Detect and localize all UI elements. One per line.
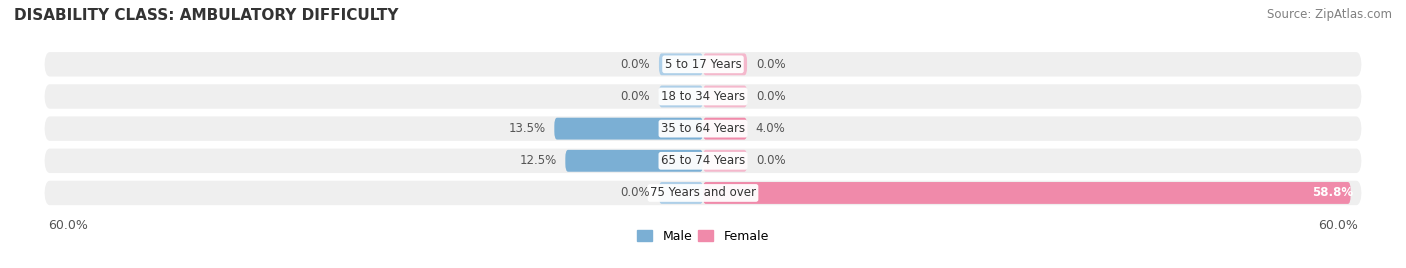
FancyBboxPatch shape <box>45 148 1361 173</box>
FancyBboxPatch shape <box>703 53 747 75</box>
Text: 13.5%: 13.5% <box>509 122 546 135</box>
Text: 0.0%: 0.0% <box>620 187 650 199</box>
FancyBboxPatch shape <box>659 182 703 204</box>
Text: 4.0%: 4.0% <box>756 122 786 135</box>
Text: 60.0%: 60.0% <box>1319 219 1358 232</box>
FancyBboxPatch shape <box>45 84 1361 109</box>
Text: 0.0%: 0.0% <box>756 58 786 71</box>
FancyBboxPatch shape <box>659 53 703 75</box>
Text: DISABILITY CLASS: AMBULATORY DIFFICULTY: DISABILITY CLASS: AMBULATORY DIFFICULTY <box>14 8 398 23</box>
FancyBboxPatch shape <box>703 118 747 140</box>
Text: 0.0%: 0.0% <box>756 90 786 103</box>
FancyBboxPatch shape <box>703 85 747 107</box>
Text: 58.8%: 58.8% <box>1312 187 1353 199</box>
Text: 5 to 17 Years: 5 to 17 Years <box>665 58 741 71</box>
Text: 60.0%: 60.0% <box>48 219 87 232</box>
Text: 35 to 64 Years: 35 to 64 Years <box>661 122 745 135</box>
FancyBboxPatch shape <box>659 85 703 107</box>
FancyBboxPatch shape <box>703 150 747 172</box>
FancyBboxPatch shape <box>554 118 703 140</box>
Text: 0.0%: 0.0% <box>620 90 650 103</box>
Legend: Male, Female: Male, Female <box>633 225 773 248</box>
Text: 12.5%: 12.5% <box>519 154 557 167</box>
Text: Source: ZipAtlas.com: Source: ZipAtlas.com <box>1267 8 1392 21</box>
Text: 0.0%: 0.0% <box>620 58 650 71</box>
FancyBboxPatch shape <box>45 52 1361 77</box>
FancyBboxPatch shape <box>45 116 1361 141</box>
Text: 18 to 34 Years: 18 to 34 Years <box>661 90 745 103</box>
FancyBboxPatch shape <box>45 181 1361 205</box>
Text: 65 to 74 Years: 65 to 74 Years <box>661 154 745 167</box>
Text: 0.0%: 0.0% <box>756 154 786 167</box>
FancyBboxPatch shape <box>565 150 703 172</box>
FancyBboxPatch shape <box>703 182 1351 204</box>
Text: 75 Years and over: 75 Years and over <box>650 187 756 199</box>
